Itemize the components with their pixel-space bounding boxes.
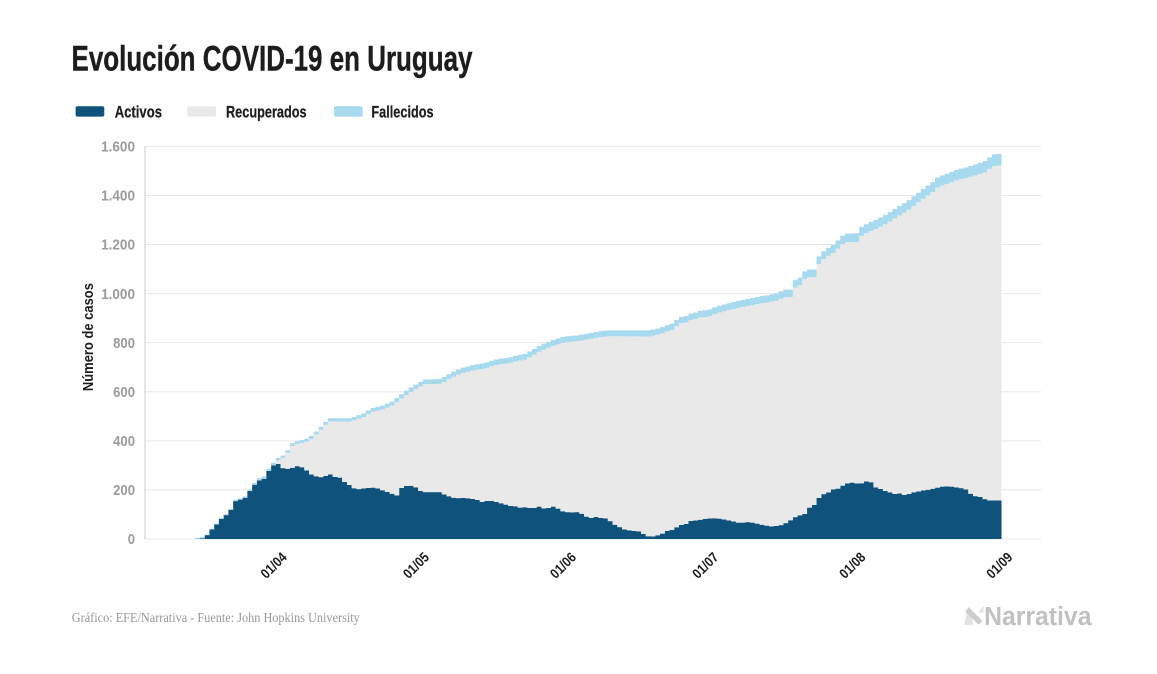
svg-text:0: 0 — [128, 532, 135, 548]
svg-text:Narrativa: Narrativa — [984, 603, 1092, 631]
svg-text:1.200: 1.200 — [101, 238, 135, 254]
svg-text:Activos: Activos — [115, 102, 162, 121]
svg-text:Número de casos: Número de casos — [80, 283, 97, 391]
svg-text:200: 200 — [113, 483, 135, 499]
svg-text:Gráfico: EFE/Narrativa - Fuent: Gráfico: EFE/Narrativa - Fuente: John Ho… — [72, 610, 360, 625]
svg-text:400: 400 — [113, 434, 135, 450]
svg-text:800: 800 — [113, 336, 135, 352]
svg-text:1.400: 1.400 — [101, 189, 135, 205]
svg-text:Evolución COVID-19 en Uruguay: Evolución COVID-19 en Uruguay — [72, 40, 473, 79]
svg-text:1.000: 1.000 — [101, 287, 135, 303]
svg-text:Recuperados: Recuperados — [226, 102, 307, 121]
svg-text:600: 600 — [113, 385, 135, 401]
svg-text:Fallecidos: Fallecidos — [371, 102, 433, 121]
svg-text:1.600: 1.600 — [101, 140, 135, 156]
